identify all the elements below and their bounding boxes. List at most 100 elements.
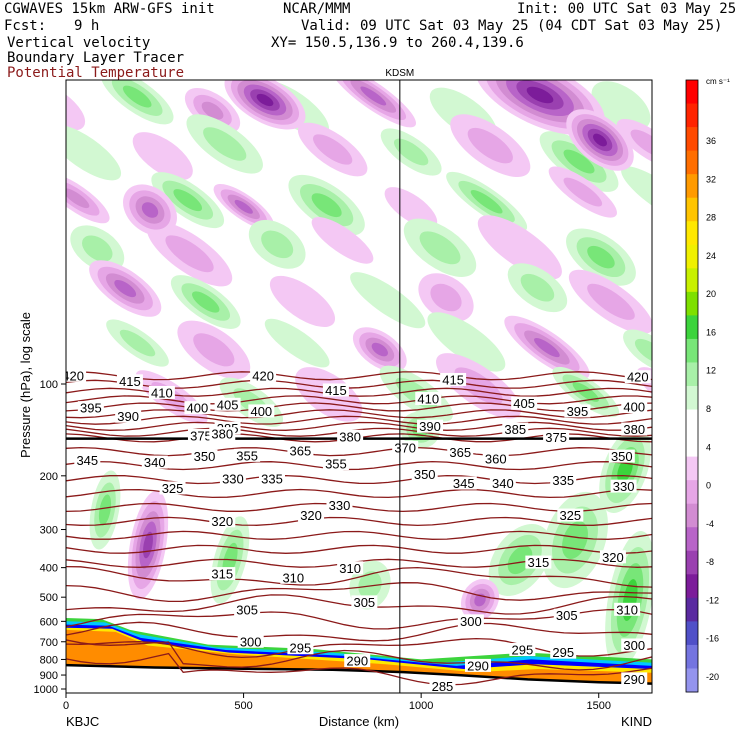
theta-label: 325 — [162, 481, 184, 496]
theta-label: 420 — [62, 368, 84, 383]
theta-label-bg — [464, 658, 491, 672]
y-tick-label: 300 — [40, 525, 58, 537]
theta-label: 305 — [236, 602, 258, 617]
theta-label: 375 — [545, 430, 567, 445]
theta-label-bg — [543, 430, 570, 444]
y-tick-label: 500 — [40, 592, 58, 604]
w-contour-fill — [66, 188, 90, 209]
theta-label: 310 — [616, 602, 638, 617]
theta-label-bg — [557, 508, 584, 522]
theta-label: 400 — [250, 404, 272, 419]
theta-label-bg — [159, 481, 186, 495]
colorbar-label: 4 — [706, 442, 711, 452]
theta-label: 320 — [300, 508, 322, 523]
colorbar-swatch — [686, 503, 698, 528]
theta-label-bg — [550, 473, 577, 487]
w-contour-fill — [621, 166, 652, 225]
colorbar-label: -4 — [706, 519, 714, 529]
theta-label: 405 — [217, 397, 239, 412]
colorbar-label: -12 — [706, 595, 719, 605]
field-boundary-layer-tracer: Boundary Layer Tracer — [7, 50, 185, 66]
theta-label-bg — [550, 645, 577, 659]
w-contour-fill — [520, 273, 555, 302]
theta-label: 320 — [211, 514, 233, 529]
y-tick-label: 600 — [40, 616, 58, 628]
colorbar-swatch — [686, 315, 698, 340]
theta-label-bg — [599, 550, 626, 564]
theta-label: 370 — [394, 440, 416, 455]
theta-contour — [66, 582, 652, 603]
colorbar-swatch — [686, 433, 698, 458]
colorbar-label: 20 — [706, 289, 716, 299]
theta-label: 335 — [261, 472, 283, 487]
w-contour-fill — [192, 291, 220, 313]
theta-label: 310 — [339, 561, 361, 576]
theta-label: 390 — [117, 409, 139, 424]
vertical-velocity-field — [66, 80, 740, 693]
w-contour-fill — [467, 127, 513, 164]
w-contour-fill — [563, 149, 595, 174]
theta-label: 415 — [325, 383, 347, 398]
theta-label: 415 — [119, 374, 141, 389]
colorbar-unit: cm s⁻¹ — [706, 77, 730, 86]
y-axis-label: Pressure (hPa), log scale — [18, 312, 33, 458]
left-station-label: KBJC — [66, 714, 99, 729]
colorbar-swatch — [686, 456, 698, 481]
w-contour-fill — [710, 142, 740, 172]
theta-label-bg — [326, 498, 353, 512]
y-tick-label: 1000 — [34, 684, 58, 696]
theta-label: 330 — [329, 498, 351, 513]
theta-label: 340 — [492, 476, 514, 491]
colorbar-swatch — [686, 174, 698, 199]
theta-contour — [66, 446, 652, 457]
theta-label: 350 — [611, 449, 633, 464]
x-tick-label: 500 — [234, 700, 252, 712]
theta-label: 300 — [623, 638, 645, 653]
theta-label: 295 — [512, 643, 534, 658]
theta-label-bg — [148, 385, 175, 399]
x-tick-label: 1000 — [409, 700, 433, 712]
theta-label: 405 — [513, 396, 535, 411]
colorbar-swatch — [686, 221, 698, 246]
field-potential-temperature: Potential Temperature — [7, 65, 185, 81]
colorbar-swatch — [686, 103, 698, 128]
colorbar-label: 32 — [706, 174, 716, 184]
colorbar-swatch — [686, 80, 698, 105]
x-axis-label: Distance (km) — [319, 714, 399, 729]
theta-label: 415 — [442, 372, 464, 387]
w-contour-fill — [697, 131, 740, 183]
w-contour-fill — [713, 373, 740, 406]
theta-label-bg — [429, 679, 456, 693]
field-vertical-velocity: Vertical velocity — [7, 35, 151, 51]
theta-label-bg — [489, 476, 516, 490]
w-contour-fill — [358, 571, 382, 599]
theta-label-bg — [74, 453, 101, 467]
theta-label: 350 — [414, 467, 436, 482]
w-contour-fill — [427, 312, 506, 372]
colorbar-swatch — [686, 597, 698, 622]
w-contour-fill — [477, 215, 562, 280]
theta-label: 385 — [504, 422, 526, 437]
theta-contour — [66, 502, 652, 513]
w-contour-fill — [587, 283, 635, 320]
theta-label-bg — [209, 427, 236, 441]
w-contour-fill — [698, 361, 740, 419]
axes: KDSM 100 200 300 400 500 600 700 800 900 1000 0 500 1… — [18, 68, 653, 729]
theta-label-bg — [234, 602, 261, 616]
colorbar-swatch — [686, 668, 698, 693]
forecast-label: Fcst: — [4, 18, 47, 34]
xy-endpoints: XY= 150.5,136.9 to 260.4,139.6 — [271, 35, 524, 51]
theta-contour — [66, 415, 652, 425]
theta-label-bg — [298, 508, 325, 522]
theta-label-bg — [440, 372, 467, 386]
theta-contour — [66, 652, 652, 686]
w-contour-fill — [563, 177, 603, 207]
x-tick-label: 1500 — [586, 700, 610, 712]
theta-label: 315 — [211, 567, 233, 582]
theta-label-bg — [457, 614, 484, 628]
theta-contour — [66, 395, 652, 405]
theta-contour — [66, 530, 652, 540]
theta-label-bg — [344, 654, 371, 668]
colorbar-swatch — [686, 409, 698, 434]
